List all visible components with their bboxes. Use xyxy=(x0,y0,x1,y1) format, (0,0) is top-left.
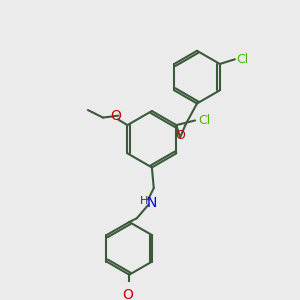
Text: Cl: Cl xyxy=(198,114,211,127)
Text: H: H xyxy=(140,196,148,206)
Text: O: O xyxy=(175,129,185,142)
Text: N: N xyxy=(147,196,157,210)
Text: O: O xyxy=(111,109,122,123)
Text: O: O xyxy=(122,288,133,300)
Text: Cl: Cl xyxy=(236,53,249,66)
